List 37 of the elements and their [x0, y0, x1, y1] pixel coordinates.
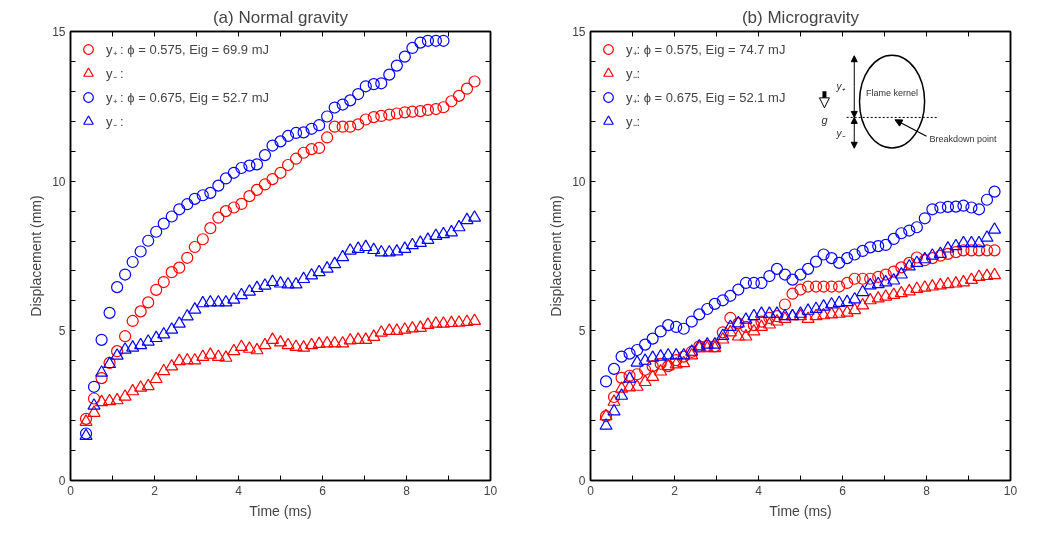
y-tick-label: 10: [52, 174, 66, 189]
x-axis-title: Time (ms): [769, 502, 832, 519]
annotation: Flame kernel: [866, 87, 919, 98]
y-tick-label: 5: [58, 324, 66, 339]
legend-label: y₊ : ϕ = 0.675, Eig = 52.7 mJ: [106, 89, 270, 106]
annotation: Breakdown point: [929, 133, 998, 144]
y-tick-label: 0: [578, 474, 586, 488]
x-tick-label: 6: [319, 483, 327, 498]
x-tick-label: 4: [235, 483, 243, 498]
annotation: y₊: [835, 81, 846, 93]
y-tick-label: 15: [52, 25, 66, 39]
x-axis-title: Time (ms): [249, 502, 312, 519]
x-tick-label: 8: [923, 483, 931, 498]
chart-title: (a) Normal gravity: [212, 7, 349, 27]
y-tick-label: 0: [58, 474, 66, 488]
legend-label: y₊: ϕ = 0.575, Eig = 74.7 mJ: [626, 41, 786, 58]
legend-label: y₋:: [626, 65, 642, 82]
x-tick-label: 4: [755, 483, 763, 498]
annotation: y₋: [835, 127, 846, 139]
chart-title: (b) Microgravity: [741, 7, 860, 27]
y-axis-title: Displacement (mm): [548, 195, 565, 317]
x-tick-label: 6: [839, 483, 847, 498]
legend-label: y₋:: [626, 113, 642, 130]
y-tick-label: 15: [572, 25, 586, 39]
y-tick-label: 10: [572, 174, 586, 189]
legend-label: y₋ :: [106, 113, 125, 130]
x-tick-label: 8: [403, 483, 411, 498]
legend-label: y₊: ϕ = 0.675, Eig = 52.1 mJ: [626, 89, 786, 106]
x-tick-label: 10: [1003, 483, 1018, 498]
x-tick-label: 2: [671, 483, 679, 498]
legend-label: y₋ :: [106, 65, 125, 82]
y-axis-title: Displacement (mm): [28, 195, 45, 317]
x-tick-label: 10: [483, 483, 498, 498]
y-tick-label: 5: [578, 324, 586, 339]
x-tick-label: 2: [151, 483, 159, 498]
annotation: g: [821, 113, 829, 126]
legend-label: y₊ : ϕ = 0.575, Eig = 69.9 mJ: [106, 41, 270, 58]
